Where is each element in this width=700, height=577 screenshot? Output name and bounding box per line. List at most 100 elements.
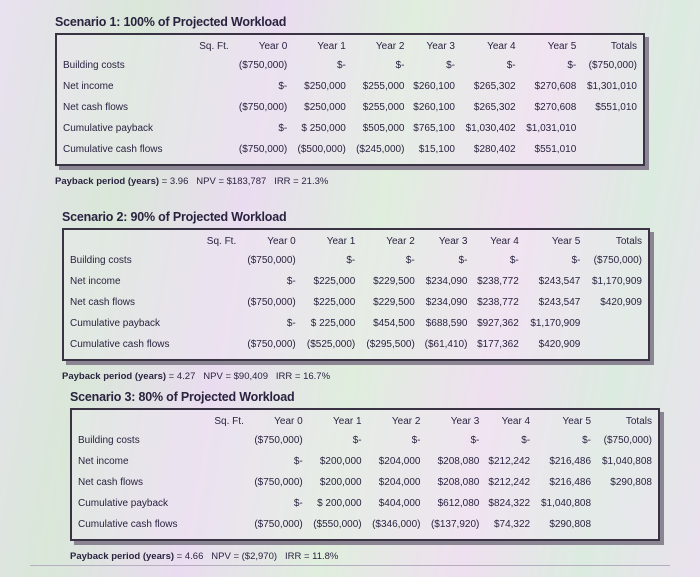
row-label: Cumulative cash flows [78,519,178,530]
table-cell: $- [293,456,303,467]
row-label: Cumulative payback [70,318,161,329]
table-cell: $- [411,435,421,446]
column-header [78,413,208,430]
table-row: Building costs ($750,000) $- $- $- $- $- ($750,… [63,55,637,76]
column-header: Year 4 [501,416,531,427]
table-row: Net income $- $250,000 $255,000 $260,100 $265… [63,76,637,97]
table-cell: $225,000 [313,297,356,308]
table-row: Net cash flows ($750,000) $225,000 $229,500… [70,292,642,313]
table-cell: $238,772 [477,297,519,308]
table-cell: $234,090 [425,276,468,287]
table-cell: $- [405,255,415,266]
table-cell: $- [336,60,346,71]
table-cell: ($295,500) [366,339,415,350]
table-cell: $255,000 [362,102,405,113]
table-cell: $225,000 [313,276,356,287]
table-cell: $- [352,435,362,446]
table-cell: ($61,410) [424,339,468,350]
npv-value: ($2,970) [241,551,278,562]
row-label: Building costs [78,435,140,446]
row-label: Cumulative payback [78,498,169,509]
table-cell [193,76,229,97]
table-cell: ($750,000) [247,339,296,350]
table-cell: ($245,000) [356,144,405,155]
column-header: Year 2 [386,236,415,247]
table-row: Cumulative payback $- $ 200,000 $404,000 $61… [78,493,652,514]
table-cell: $250,000 [304,102,346,113]
table-cell: $- [506,60,516,71]
table-cell [208,493,244,514]
row-label: Net income [63,81,114,92]
column-header: Sq. Ft. [214,416,244,427]
column-header: Year 0 [274,416,303,427]
row-label: Building costs [63,60,125,71]
column-header: Year 5 [562,416,592,427]
table-cell: $- [582,435,592,446]
table-cell: ($750,000) [593,255,642,266]
table-cell: $454,500 [373,318,415,329]
table-cell: $204,000 [378,456,421,467]
table-cell: $ 250,000 [301,123,346,134]
table-row: Net income $- $225,000 $229,500 $234,090 $238… [70,271,642,292]
table-cell: $270,608 [534,81,577,92]
table-cell: $216,486 [549,477,592,488]
table-row: Cumulative cash flows ($750,000) ($500,000… [63,139,637,160]
table-cell: ($750,000) [238,144,288,155]
table-cell [576,139,637,160]
column-header [70,233,200,250]
column-header: Year 3 [450,416,480,427]
table-cell [208,430,244,451]
table-cell: $1,170,909 [530,318,581,329]
table-cell: $765,100 [413,123,455,134]
table-cell: ($750,000) [254,435,303,446]
table-cell: $212,242 [488,477,531,488]
table-cell: $229,500 [373,276,415,287]
table-cell: $208,080 [437,456,480,467]
table-cell: $280,402 [473,144,516,155]
table-cell: $200,000 [319,456,362,467]
table-cell: $- [446,60,455,71]
column-header: Year 1 [317,41,346,52]
scenario-table: Sq. Ft. Year 0 Year 1 Year 2 Year 3 Year 4 Yea… [70,233,642,355]
table-cell: $- [286,318,296,329]
column-header: Year 2 [391,416,421,427]
table-cell: $1,031,010 [526,123,577,134]
table-cell: $- [346,255,356,266]
table-cell: $15,100 [418,144,455,155]
table-cell: $505,000 [362,123,405,134]
row-label: Net cash flows [70,297,136,308]
scenario-3: Scenario 3: 80% of Projected Workload Sq.… [70,390,660,562]
column-header: Totals [625,416,652,427]
header-row: Sq. Ft. Year 0 Year 1 Year 2 Year 3 Year 4 Yea… [70,233,642,250]
table-cell: $- [567,60,577,71]
column-header: Year 0 [258,41,288,52]
divider [30,565,670,566]
npv-value: $90,409 [233,371,268,382]
row-label: Cumulative cash flows [63,144,163,155]
table-row: Cumulative cash flows ($750,000) ($550,000… [78,514,652,535]
table-cell [576,118,637,139]
table-cell: $177,362 [477,339,519,350]
table-cell: $688,590 [425,318,468,329]
table-cell: ($525,000) [306,339,356,350]
table-cell [591,514,652,535]
payback-value: 3.96 [169,176,189,187]
table-cell: ($750,000) [588,60,637,71]
table-row: Building costs ($750,000) $- $- $- $- $- ($750,… [70,250,642,271]
table-cell [193,55,229,76]
table-cell: $1,030,402 [465,123,516,134]
row-label: Net cash flows [78,477,144,488]
column-header: Sq. Ft. [206,236,237,247]
table-cell: $270,608 [534,102,577,113]
table-cell: $265,302 [473,81,516,92]
table-cell: $420,909 [538,339,581,350]
table-cell: $260,100 [413,102,455,113]
table-cell [200,250,236,271]
table-cell: $- [458,255,468,266]
header-row: Sq. Ft. Year 0 Year 1 Year 2 Year 3 Year 4 Yea… [63,38,637,55]
table-cell: $420,909 [600,297,642,308]
row-label: Building costs [70,255,132,266]
payback-value: 4.66 [184,551,204,562]
column-header: Year 4 [490,236,519,247]
table-cell [193,97,229,118]
